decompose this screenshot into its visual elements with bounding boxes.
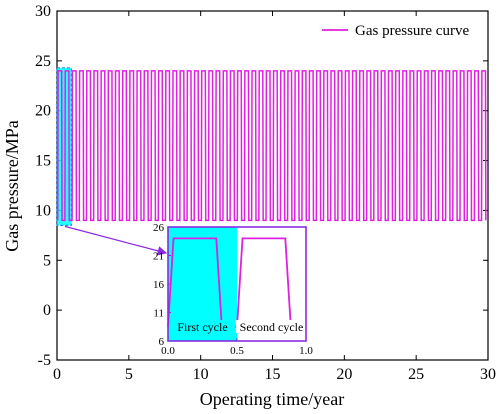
inset-y-tick-label: 6 — [159, 336, 165, 348]
y-tick-label: 30 — [35, 3, 51, 20]
cycle-label: First cycle — [177, 320, 227, 334]
zoom-connector-arrow — [64, 225, 168, 256]
x-tick-label: 0 — [53, 366, 61, 383]
legend: Gas pressure curve — [322, 23, 469, 39]
y-tick-label: 5 — [43, 252, 51, 269]
y-axis-title: Gas pressure/MPa — [2, 120, 22, 251]
x-tick-label: 25 — [408, 366, 424, 383]
series-layer — [56, 70, 487, 222]
x-tick-label: 15 — [265, 366, 281, 383]
cycle-label: Second cycle — [240, 320, 304, 334]
inset-x-tick-label: 1.0 — [299, 345, 313, 357]
inset-plot: 0.0 0.5 1.0 6 11 16 21 26 First cycle Second cyc… — [153, 222, 313, 357]
x-tick-label: 5 — [125, 366, 133, 383]
legend-label: Gas pressure curve — [355, 23, 469, 39]
inset-y-tick-label: 11 — [153, 308, 164, 320]
inset-tick-labels: 0.0 0.5 1.0 6 11 16 21 26 — [153, 222, 313, 357]
inset-frame — [167, 226, 307, 342]
inset-y-tick-label: 26 — [153, 222, 165, 234]
y-tick-label: -5 — [38, 352, 51, 369]
y-tick-label: 15 — [35, 153, 51, 170]
inset-x-tick-label: 0.5 — [230, 345, 244, 357]
inset-y-tick-label: 21 — [153, 251, 164, 263]
y-tick-label: 0 — [43, 302, 51, 319]
cycle-label-bg — [235, 320, 308, 333]
y-tick-label: 25 — [35, 53, 51, 70]
inset-x-tick-label: 0.0 — [161, 345, 175, 357]
y-tick-label: 20 — [35, 103, 51, 120]
cycle-label-bg — [169, 320, 236, 333]
x-tick-label: 30 — [480, 366, 496, 383]
x-tick-label: 10 — [193, 366, 209, 383]
inset-cycle-annotations: First cycle Second cycle — [169, 320, 308, 334]
x-tick-label: 20 — [336, 366, 352, 383]
highlight-box — [56, 67, 72, 226]
x-axis-title: Operating time/year — [200, 389, 344, 409]
inset-y-tick-label: 16 — [153, 279, 165, 291]
gas-pressure-line — [56, 70, 487, 222]
y-tick-label: 10 — [35, 202, 51, 219]
